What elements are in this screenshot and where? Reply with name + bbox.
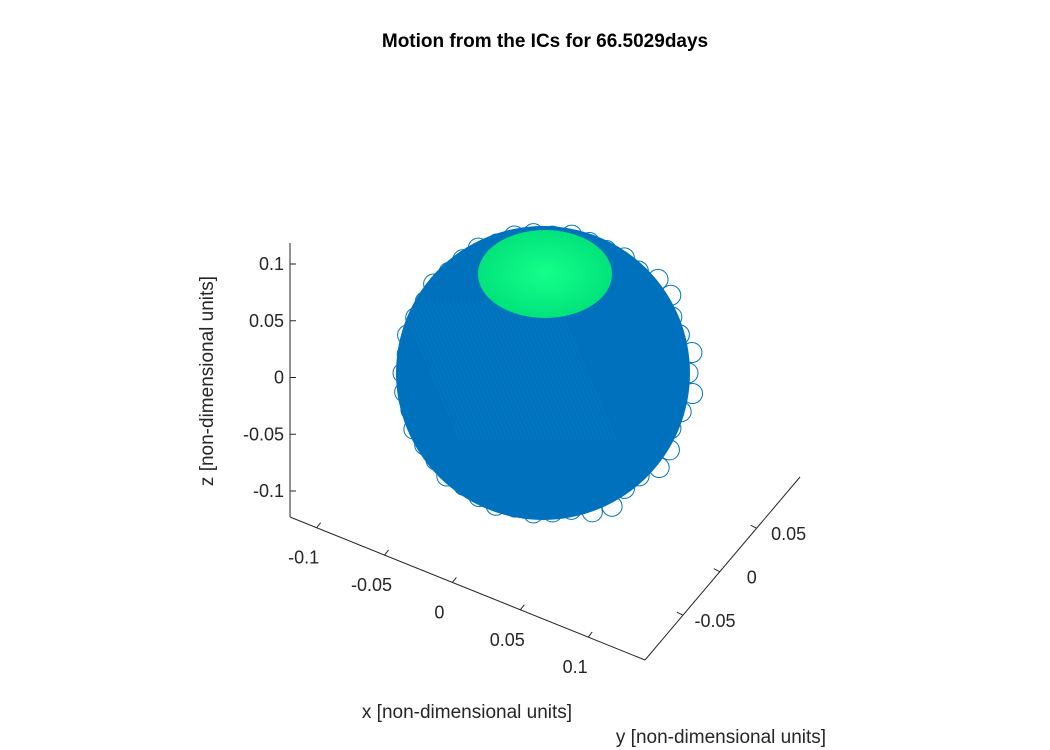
x-tick-label: 0 <box>434 602 444 622</box>
trajectory-sphere-hatch <box>399 299 617 441</box>
y-tick-label: 0 <box>747 568 757 588</box>
x-tick-mark <box>384 549 389 556</box>
chart-title: Motion from the ICs for 66.5029days <box>382 31 708 52</box>
x-axis-label: x [non-dimensional units] <box>362 702 572 723</box>
tick-labels: -0.1 -0.05 0 0.05 0.1 -0.1 -0.05 0 0.05 0.1 -0.05 0… <box>243 254 806 677</box>
tick-marks <box>290 263 757 638</box>
z-tick-label: -0.1 <box>253 481 284 501</box>
x-axis-line <box>289 516 646 661</box>
x-tick-label: -0.05 <box>351 575 392 595</box>
z-axis-label: z [non-dimensional units] <box>197 276 218 486</box>
axes-lines <box>289 243 801 661</box>
y-tick-mark <box>676 611 684 616</box>
y-tick-label: -0.05 <box>694 611 735 631</box>
x-tick-mark <box>316 522 322 529</box>
z-tick-label: 0 <box>274 368 284 388</box>
x-tick-mark <box>519 604 525 611</box>
x-tick-label: 0.05 <box>490 630 525 650</box>
z-tick-label: -0.05 <box>243 424 284 444</box>
trajectory-hatch <box>399 299 617 441</box>
y-axis-label: y [non-dimensional units] <box>616 727 826 748</box>
x-tick-label: -0.1 <box>288 548 319 568</box>
y-tick-label: 0.05 <box>771 524 806 544</box>
z-tick-label: 0.1 <box>259 254 284 274</box>
z-tick-label: 0.05 <box>249 311 284 331</box>
x-tick-mark <box>452 577 457 583</box>
y-tick-mark <box>713 568 721 573</box>
y-tick-mark <box>750 524 757 529</box>
y-axis-line <box>644 476 801 661</box>
trajectory-series <box>392 223 704 524</box>
x-tick-label: 0.1 <box>563 657 588 677</box>
trajectory-cap <box>478 230 612 318</box>
x-tick-mark <box>587 631 593 638</box>
